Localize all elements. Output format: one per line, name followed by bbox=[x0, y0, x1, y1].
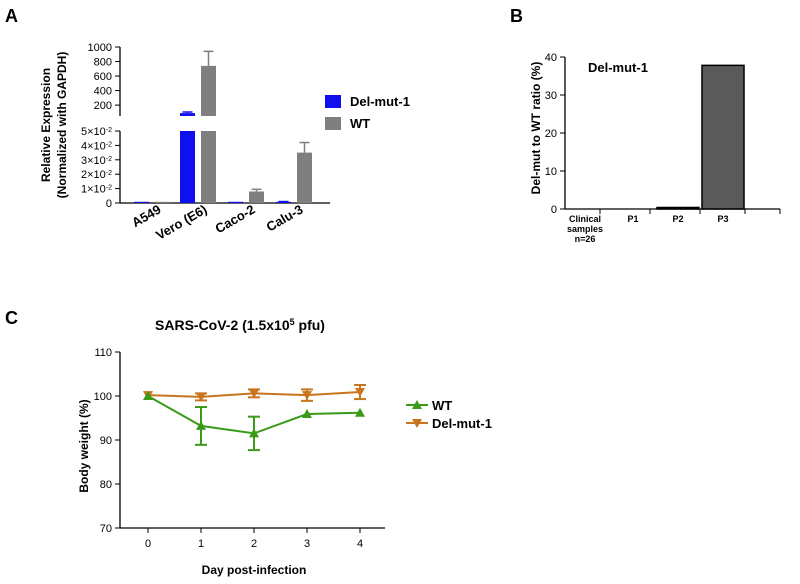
panel-a-ylabel: Relative Expression bbox=[39, 68, 53, 182]
panel-c-legend-label: WT bbox=[432, 398, 452, 413]
panel-b-category-label: Clinical bbox=[569, 214, 601, 224]
panel-c-x-tick-label: 2 bbox=[251, 538, 257, 550]
panel-c-xlabel: Day post-infection bbox=[202, 563, 307, 577]
panel-c-title: SARS-CoV-2 (1.5x105 pfu) bbox=[155, 317, 325, 333]
panel-c-point bbox=[249, 389, 259, 399]
panel-a-category-label: Vero (E6) bbox=[153, 202, 209, 243]
panel-c-y-tick-label: 90 bbox=[100, 435, 112, 447]
panel-a-lower-tick-label: 4×10-2 bbox=[81, 140, 112, 152]
panel-a-ylabel2: (Normalized with GAPDH) bbox=[55, 52, 69, 199]
panel-a-upper-tick-label: 600 bbox=[94, 71, 112, 83]
panel-c-x-tick-label: 1 bbox=[198, 538, 204, 550]
panel-c-point bbox=[302, 391, 312, 401]
panel-a-chart: Relative Expression (Normalized with GAP… bbox=[39, 42, 410, 243]
panel-a-legend-label: Del-mut-1 bbox=[350, 94, 410, 109]
panel-a-bar bbox=[276, 201, 291, 203]
panel-b-annotation: Del-mut-1 bbox=[588, 60, 648, 75]
panel-a-lower-tick-label: 5×10-2 bbox=[81, 126, 112, 138]
panel-a-upper-tick-label: 200 bbox=[94, 100, 112, 112]
panel-a-legend-label: WT bbox=[350, 116, 370, 131]
panel-c-ylabel: Body weight (%) bbox=[77, 399, 91, 492]
panel-a-upper-tick-label: 1000 bbox=[88, 42, 112, 54]
panel-a-category-label: Caco-2 bbox=[212, 202, 257, 237]
panel-c-y-tick-label: 80 bbox=[100, 479, 112, 491]
panel-c-point bbox=[196, 420, 206, 430]
panel-c-point bbox=[143, 391, 153, 400]
panel-b-y-tick-label: 20 bbox=[545, 128, 557, 140]
panel-b-y-tick-label: 0 bbox=[551, 204, 557, 216]
panel-b-y-tick-label: 40 bbox=[545, 52, 557, 64]
panel-a-lower-tick-label: 0 bbox=[106, 198, 112, 210]
panel-c-point bbox=[355, 388, 365, 398]
panel-c-y-tick-label: 100 bbox=[94, 391, 112, 403]
panel-a-bar bbox=[297, 152, 312, 203]
panel-c-x-tick-label: 4 bbox=[357, 538, 363, 550]
panel-a-lower-tick-label: 3×10-2 bbox=[81, 155, 112, 167]
panel-a-category-label: Calu-3 bbox=[264, 202, 306, 235]
panel-c-chart: SARS-CoV-2 (1.5x105 pfu) Body weight (%)… bbox=[77, 317, 492, 577]
panel-c-legend-label: Del-mut-1 bbox=[432, 416, 492, 431]
panel-b-chart: Del-mut to WT ratio (%) Del-mut-1 0 10 20 3… bbox=[529, 52, 781, 244]
panel-label-a: A bbox=[5, 6, 18, 26]
panel-a-lower-tick-label: 1×10-2 bbox=[81, 184, 112, 196]
panel-a-bar bbox=[249, 191, 264, 203]
panel-a-upper-tick-label: 800 bbox=[94, 57, 112, 69]
panel-a-bar-lower bbox=[201, 131, 216, 203]
panel-a-legend-swatch bbox=[325, 95, 341, 108]
panel-c-x-tick-label: 0 bbox=[145, 538, 151, 550]
panel-a-bar bbox=[155, 201, 170, 203]
panel-a-bar-lower bbox=[180, 131, 195, 203]
panel-a-bar bbox=[228, 201, 243, 203]
panel-c-point bbox=[196, 392, 206, 402]
panel-b-y-tick-label: 30 bbox=[545, 90, 557, 102]
panel-a-lower-tick-label: 2×10-2 bbox=[81, 169, 112, 181]
panel-b-bar bbox=[701, 64, 745, 210]
panel-b-category-label: P2 bbox=[672, 214, 683, 224]
panel-b-category-label: P1 bbox=[627, 214, 638, 224]
panel-label-b: B bbox=[510, 6, 523, 26]
panel-b-ylabel: Del-mut to WT ratio (%) bbox=[529, 62, 543, 195]
panel-c-legend-marker bbox=[412, 400, 422, 409]
panel-c-y-tick-label: 70 bbox=[100, 523, 112, 535]
panel-c-legend-marker bbox=[412, 419, 422, 428]
panel-a-legend-swatch bbox=[325, 117, 341, 130]
panel-b-y-tick-label: 10 bbox=[545, 166, 557, 178]
panel-a-bar-upper bbox=[180, 113, 195, 116]
panel-c-point bbox=[355, 407, 365, 417]
panel-label-c: C bbox=[5, 308, 18, 328]
panel-c-point bbox=[302, 409, 312, 419]
panel-b-category-label: samples bbox=[567, 224, 603, 234]
panel-b-category-label: n=26 bbox=[575, 234, 596, 244]
panel-c-x-tick-label: 3 bbox=[304, 538, 310, 550]
panel-a-upper-tick-label: 400 bbox=[94, 86, 112, 98]
panel-a-bar bbox=[134, 201, 149, 203]
panel-b-bar bbox=[656, 206, 700, 210]
panel-b-category-label: P3 bbox=[717, 214, 728, 224]
panel-c-point bbox=[249, 428, 259, 438]
panel-c-y-tick-label: 110 bbox=[94, 347, 112, 359]
panel-a-bar-upper bbox=[201, 65, 216, 116]
